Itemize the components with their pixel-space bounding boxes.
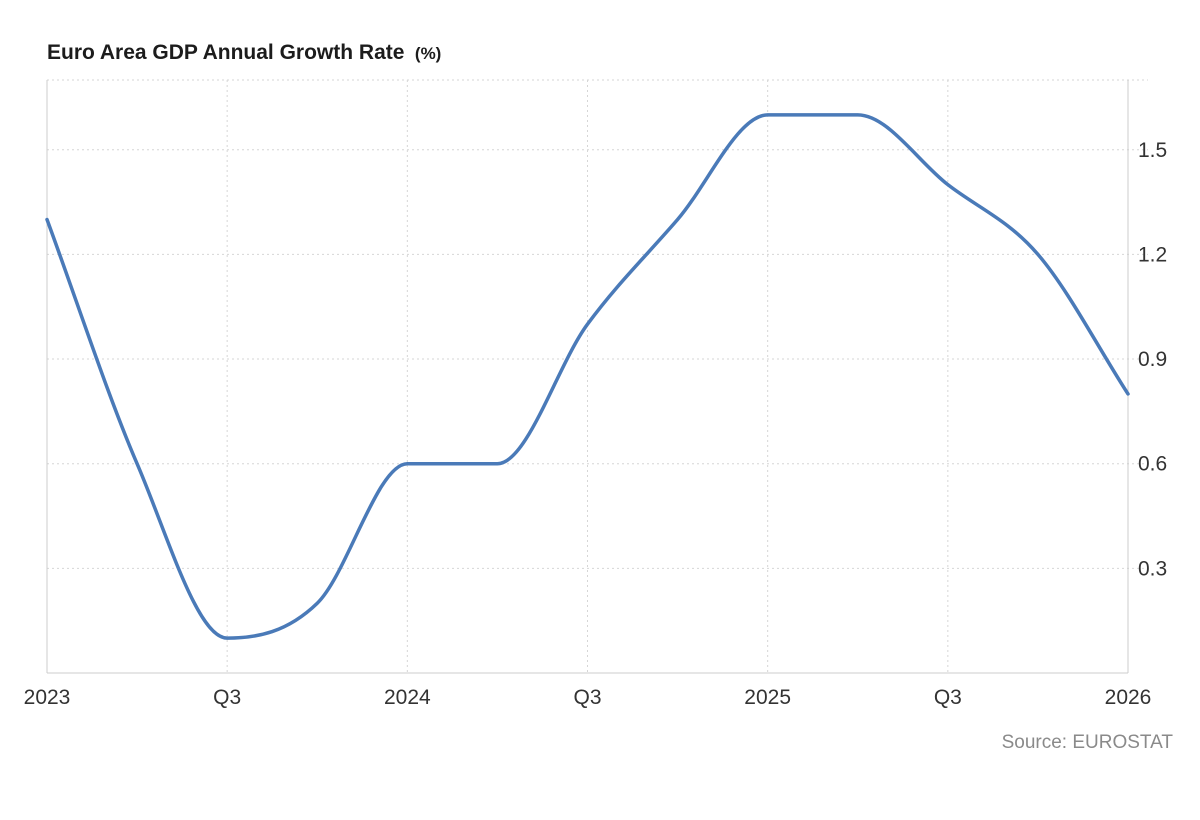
x-tick-label: 2025 [744,686,791,709]
x-tick-label: Q3 [573,686,601,709]
y-tick-label: 1.5 [1138,139,1167,162]
x-tick-label: 2023 [24,686,71,709]
y-tick-label: 1.2 [1138,243,1167,266]
series-line-gdp-growth [45,113,1130,640]
gridlines [46,79,1148,673]
x-tick-label: Q3 [213,686,241,709]
chart-title-text: Euro Area GDP Annual Growth Rate [47,41,404,64]
x-axis-tick-labels: 2023 Q3 2024 Q3 2025 Q3 2026 [24,686,1152,709]
series-layer [45,113,1130,640]
y-tick-label: 0.6 [1138,453,1167,476]
y-tick-label: 0.3 [1138,557,1167,580]
y-tick-label: 0.9 [1138,348,1167,371]
chart-title: Euro Area GDP Annual Growth Rate (%) [47,41,441,64]
y-axis-tick-labels: 0.3 0.6 0.9 1.2 1.5 [1138,139,1167,581]
x-tick-label: 2024 [384,686,431,709]
axes [46,80,1129,674]
x-tick-label: Q3 [934,686,962,709]
chart-title-unit: (%) [415,44,441,63]
source-label: Source: EUROSTAT [1002,732,1174,753]
x-tick-label: 2026 [1105,686,1152,709]
